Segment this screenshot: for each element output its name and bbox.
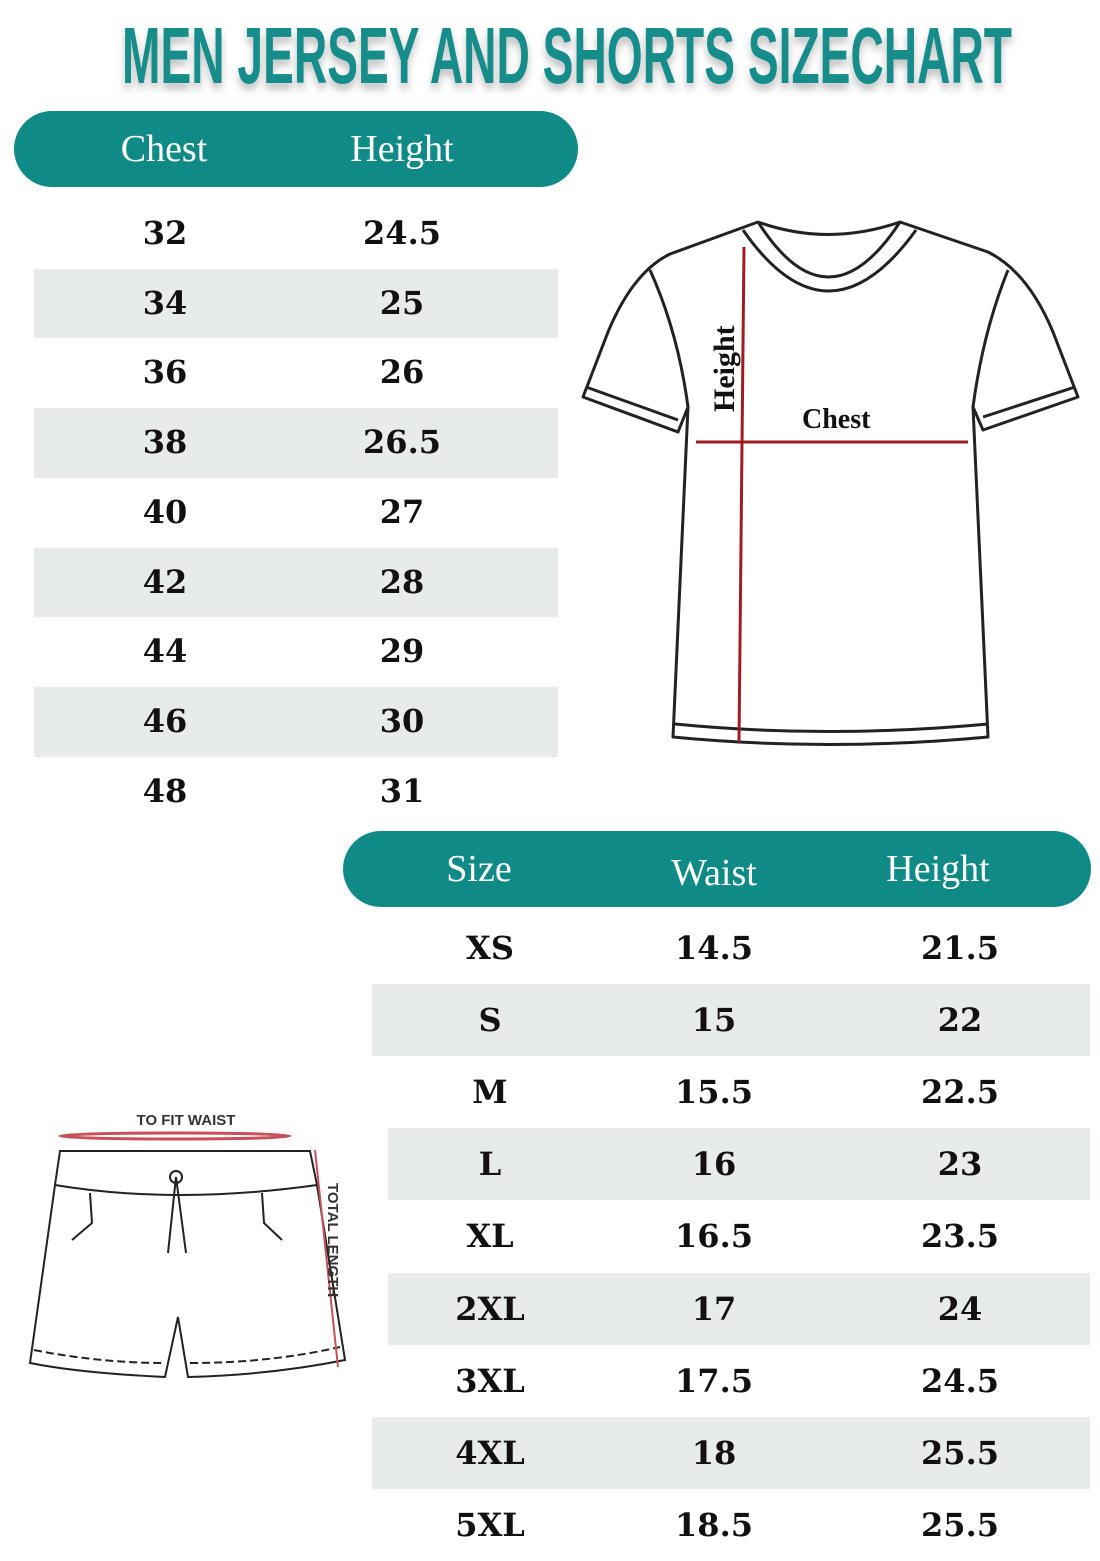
table-row: 3XL 17.5 24.5 (372, 1345, 1090, 1417)
height-cell: 30 (379, 701, 425, 740)
shorts-table-header: Size Waist Height (343, 831, 1091, 907)
chest-cell: 44 (142, 632, 188, 671)
table-row: 32 24.5 (34, 199, 558, 269)
table-row: 5XL 18.5 25.5 (372, 1489, 1090, 1561)
height-cell: 31 (379, 771, 425, 810)
height-label: Height (708, 325, 741, 412)
header-chest: Chest (120, 128, 208, 170)
tshirt-outline (581, 220, 1080, 746)
shorts-diagram: TO FIT WAIST TOTAL LENGTH (28, 1112, 347, 1379)
table-row: 40 27 (34, 478, 558, 548)
height-cell: 24 (937, 1289, 983, 1328)
waist-cell: 15.5 (675, 1073, 753, 1112)
size-cell: 3XL (455, 1361, 525, 1400)
height-cell: 23.5 (921, 1217, 999, 1256)
height-cell: 29 (379, 632, 425, 671)
chest-cell: 38 (142, 423, 188, 462)
length-label: TOTAL LENGTH (324, 1183, 341, 1297)
waist-cell: 18.5 (675, 1505, 753, 1544)
height-cell: 25.5 (921, 1505, 999, 1544)
size-cell: XS (466, 929, 514, 967)
chest-cell: 48 (142, 771, 188, 810)
page-title-wrap: MEN JERSEY AND SHORTS SIZECHART (122, 11, 1012, 98)
chest-cell: 32 (142, 214, 188, 252)
waist-cell: 18 (691, 1433, 737, 1472)
header-size: Size (446, 848, 512, 890)
chest-cell: 46 (142, 701, 188, 740)
height-cell: 27 (379, 492, 425, 531)
header-height: Height (886, 848, 990, 890)
size-cell: M (472, 1073, 508, 1112)
waist-cell: 15 (691, 1001, 737, 1040)
table-row: 38 26.5 (34, 408, 558, 478)
height-cell: 26.5 (363, 423, 441, 462)
waist-cell: 16.5 (675, 1217, 753, 1256)
header-waist: Waist (671, 852, 757, 894)
size-cell: XL (466, 1217, 514, 1256)
table-row: 34 25 (34, 268, 558, 339)
height-cell: 22 (937, 1001, 983, 1040)
height-cell: 21.5 (921, 929, 999, 967)
chest-cell: 40 (142, 492, 188, 531)
table-row: XS 14.5 21.5 (372, 912, 1090, 984)
table-row: 44 29 (34, 617, 558, 687)
waist-cell: 17 (691, 1289, 737, 1328)
chest-cell: 42 (142, 562, 188, 601)
waist-label: TO FIT WAIST (137, 1112, 236, 1129)
jersey-table-header: Chest Height (14, 111, 578, 187)
height-cell: 25 (379, 283, 425, 322)
tshirt-collar (756, 221, 902, 279)
waist-cell: 17.5 (675, 1361, 753, 1400)
size-cell: S (478, 1001, 502, 1040)
table-row: 36 26 (34, 338, 558, 408)
height-cell: 26 (379, 353, 425, 392)
waist-cell: 16 (691, 1145, 737, 1184)
height-cell: 24.5 (921, 1361, 999, 1400)
size-cell: 5XL (455, 1505, 525, 1544)
tshirt-diagram: Height Chest (581, 220, 1080, 746)
size-cell: L (478, 1145, 502, 1184)
header-height: Height (350, 128, 454, 170)
size-cell: 4XL (455, 1433, 525, 1472)
waist-cell: 14.5 (675, 929, 753, 967)
table-row: M 15.5 22.5 (372, 1056, 1090, 1128)
table-row: 46 30 (34, 686, 558, 757)
height-cell: 24.5 (363, 214, 441, 252)
size-cell: 2XL (455, 1289, 525, 1328)
table-row: 4XL 18 25.5 (372, 1416, 1090, 1489)
waist-measure-line (58, 1131, 292, 1141)
table-row: L 16 23 (388, 1128, 1090, 1201)
page-title: MEN JERSEY AND SHORTS SIZECHART (122, 11, 1012, 98)
height-measure-line (737, 246, 746, 743)
table-row: 42 28 (34, 547, 558, 618)
height-cell: 23 (937, 1145, 983, 1184)
length-measure-line (314, 1149, 339, 1368)
table-row: S 15 22 (372, 984, 1090, 1057)
table-row: XL 16.5 23.5 (372, 1200, 1090, 1272)
height-cell: 22.5 (921, 1073, 999, 1112)
table-row: 2XL 17 24 (388, 1272, 1090, 1345)
chest-cell: 36 (142, 353, 188, 392)
height-cell: 25.5 (921, 1433, 999, 1472)
chest-cell: 34 (142, 283, 188, 322)
height-cell: 28 (379, 562, 425, 601)
table-row: 48 31 (34, 757, 558, 827)
chest-label: Chest (802, 404, 871, 435)
